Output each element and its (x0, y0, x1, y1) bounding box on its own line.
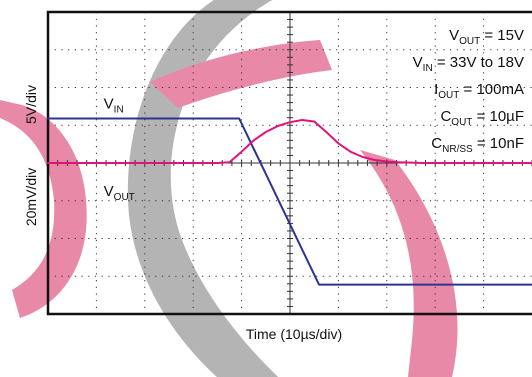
test-conditions: VOUT = 15V VIN = 33V to 18V IOUT = 100mA CO… (413, 27, 524, 155)
condition-1: VOUT = 15V (449, 27, 524, 47)
vout-trace-label: VOUT (104, 183, 135, 203)
x-axis-label: Time (10µs/div) (246, 326, 342, 342)
vin-trace-label: VIN (104, 95, 124, 115)
condition-2: VIN = 33V to 18V (413, 54, 524, 74)
watermark-pink-arc-left (0, 100, 87, 318)
y-axis-label-vout: 20mV/div (23, 168, 39, 226)
watermark-logo (0, 0, 458, 377)
condition-4: COUT = 10µF (440, 108, 524, 128)
y-axis-label-vin: 5V/div (23, 85, 39, 124)
vin-trace (47, 117, 532, 286)
vout-trace (47, 119, 532, 164)
traces (47, 117, 532, 286)
watermark-pink-swoosh (150, 40, 332, 108)
condition-5: CNR/SS = 10nF (431, 135, 524, 155)
watermark-pink-arc-right (360, 150, 458, 377)
condition-3: IOUT = 100mA (434, 81, 524, 101)
